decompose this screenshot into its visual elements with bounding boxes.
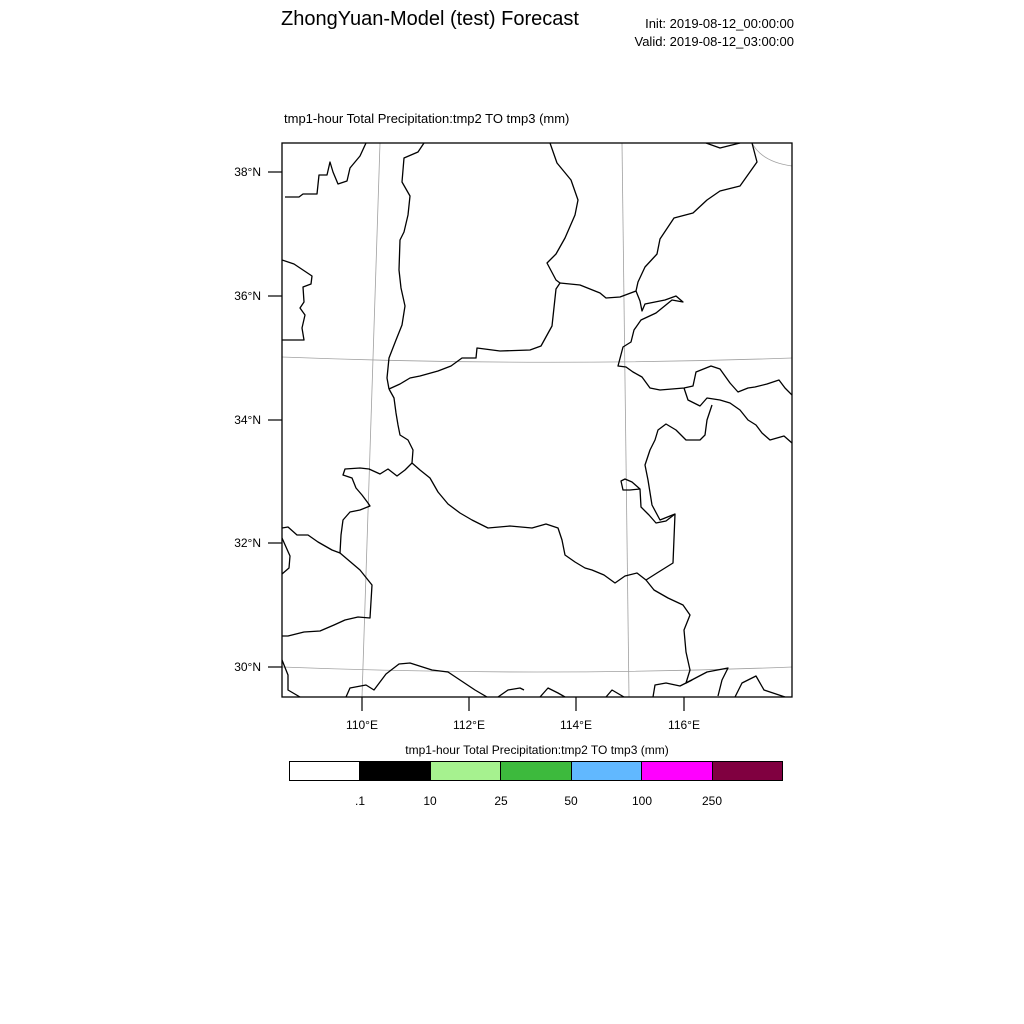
lon-label-112: 112°E [453, 718, 485, 732]
colorbar-label: 100 [631, 794, 653, 808]
colorbar-title: tmp1-hour Total Precipitation:tmp2 TO tm… [405, 743, 669, 757]
boundary-hubei-shaanxi [282, 552, 373, 637]
graticule-lon-116 [621, 143, 630, 697]
boundary-west-shaanxi-shanxi [285, 143, 367, 198]
boundary-south-hubei-hunan [282, 659, 786, 697]
boundary-shanxi-hebei [386, 143, 425, 390]
colorbar-swatch-3 [501, 762, 572, 780]
boundary-shandong-henan-east [617, 290, 792, 396]
graticule-corner [751, 143, 792, 167]
graticule-lat-35 [282, 356, 792, 363]
lat-label-38: 38°N [234, 165, 261, 179]
axis-ticks [268, 171, 685, 711]
boundary-henan-east [629, 404, 713, 521]
lon-label-116: 116°E [668, 718, 700, 732]
forecast-title: ZhongYuan-Model (test) Forecast [281, 8, 579, 30]
colorbar-swatch-2 [430, 762, 502, 780]
boundary-hebei-shandong [546, 143, 579, 284]
boundary-west-edge [282, 259, 313, 341]
boundary-henan-west-south [388, 388, 676, 584]
lon-label-110: 110°E [346, 718, 378, 732]
colorbar-label: 10 [423, 794, 437, 808]
colorbar-swatch-0 [290, 762, 361, 780]
colorbar-label: 25 [494, 794, 508, 808]
boundary-shaanxi-henan [282, 462, 413, 554]
colorbar-label: .1 [354, 794, 365, 808]
lat-label-30: 30°N [234, 660, 261, 674]
boundary-shanxi-henan-north [388, 143, 758, 390]
colorbar [289, 761, 783, 781]
colorbar-label: 50 [564, 794, 578, 808]
graticule-lat-30 [282, 666, 792, 673]
field-title: tmp1-hour Total Precipitation:tmp2 TO tm… [284, 111, 570, 126]
init-time-label: Init: 2019-08-12_00:00:00 [645, 16, 794, 31]
province-boundaries [282, 143, 792, 697]
graticule [282, 143, 792, 697]
lat-label-34: 34°N [234, 413, 261, 427]
valid-time-label: Valid: 2019-08-12_03:00:00 [634, 34, 795, 49]
boundary-ne-corner [705, 143, 741, 149]
lat-label-32: 32°N [234, 536, 261, 550]
boundary-jiangsu-lobe [683, 387, 792, 444]
colorbar-swatch-6 [712, 762, 782, 780]
map-frame [281, 142, 793, 698]
colorbar-swatch-1 [360, 762, 431, 780]
colorbar-swatch-5 [642, 762, 713, 780]
colorbar-swatch-4 [571, 762, 643, 780]
lon-label-114: 114°E [560, 718, 592, 732]
boundary-hubei-anhui [645, 579, 729, 697]
lat-label-36: 36°N [234, 289, 261, 303]
graticule-lon-110 [361, 143, 381, 697]
boundary-west-chongqing [282, 537, 291, 575]
colorbar-label: 250 [701, 794, 723, 808]
